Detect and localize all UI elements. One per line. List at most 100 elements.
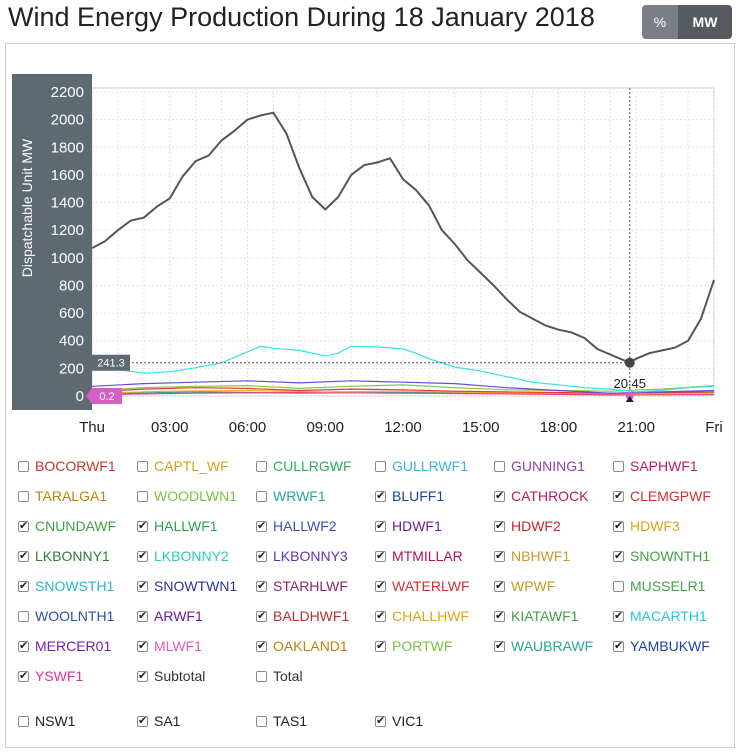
checkbox[interactable] xyxy=(256,579,267,593)
unit-checkbox[interactable]: KIATAWF1 xyxy=(494,606,578,626)
unit-checkbox[interactable]: SAPHWF1 xyxy=(613,456,698,476)
mw-button[interactable]: MW xyxy=(678,5,732,39)
unit-checkbox[interactable]: CHALLHWF xyxy=(375,606,469,626)
region-checkbox[interactable]: TAS1 xyxy=(256,711,307,731)
checkbox[interactable] xyxy=(613,639,624,653)
percent-button[interactable]: % xyxy=(642,5,678,39)
unit-checkbox[interactable]: WOODLWN1 xyxy=(137,486,237,506)
checkbox[interactable] xyxy=(613,489,624,503)
checkbox[interactable] xyxy=(256,460,267,472)
checkbox[interactable] xyxy=(375,579,386,593)
checkbox[interactable] xyxy=(18,460,29,472)
unit-checkbox[interactable]: MUSSELR1 xyxy=(613,576,705,596)
checkbox[interactable] xyxy=(256,639,267,653)
checkbox[interactable] xyxy=(256,519,267,533)
unit-checkbox[interactable]: OAKLAND1 xyxy=(256,636,348,656)
unit-checkbox[interactable]: BOCORWF1 xyxy=(18,456,116,476)
checkbox[interactable] xyxy=(375,639,386,653)
region-checkbox[interactable]: VIC1 xyxy=(375,711,423,731)
unit-checkbox[interactable]: Subtotal xyxy=(137,666,205,686)
unit-checkbox[interactable]: SNOWNTH1 xyxy=(613,546,710,566)
unit-checkbox[interactable]: CLEMGPWF xyxy=(613,486,711,506)
unit-checkbox[interactable]: WOOLNTH1 xyxy=(18,606,114,626)
unit-checkbox[interactable]: CAPTL_WF xyxy=(137,456,229,476)
checkbox[interactable] xyxy=(137,490,148,502)
checkbox[interactable] xyxy=(137,549,148,563)
checkbox[interactable] xyxy=(494,579,505,593)
unit-checkbox[interactable]: HDWF2 xyxy=(494,516,561,536)
unit-checkbox[interactable]: HDWF1 xyxy=(375,516,442,536)
checkbox[interactable] xyxy=(18,579,29,593)
checkbox[interactable] xyxy=(18,490,29,502)
unit-checkbox[interactable]: LKBONNY1 xyxy=(18,546,110,566)
unit-checkbox[interactable]: CNUNDAWF xyxy=(18,516,116,536)
checkbox[interactable] xyxy=(613,549,624,563)
unit-checkbox[interactable]: MTMILLAR xyxy=(375,546,463,566)
checkbox[interactable] xyxy=(256,490,267,502)
unit-checkbox[interactable]: HDWF3 xyxy=(613,516,680,536)
checkbox[interactable] xyxy=(256,609,267,623)
checkbox[interactable] xyxy=(18,639,29,653)
checkbox[interactable] xyxy=(137,714,148,728)
unit-checkbox[interactable]: BALDHWF1 xyxy=(256,606,349,626)
unit-checkbox[interactable]: GULLRWF1 xyxy=(375,456,468,476)
checkbox[interactable] xyxy=(18,519,29,533)
checkbox[interactable] xyxy=(18,669,29,683)
checkbox[interactable] xyxy=(494,639,505,653)
checkbox[interactable] xyxy=(375,549,386,563)
unit-checkbox[interactable]: WATERLWF xyxy=(375,576,470,596)
checkbox[interactable] xyxy=(18,610,29,622)
unit-checkbox[interactable]: YSWF1 xyxy=(18,666,83,686)
region-checkbox[interactable]: NSW1 xyxy=(18,711,75,731)
unit-checkbox[interactable]: PORTWF xyxy=(375,636,452,656)
checkbox[interactable] xyxy=(613,519,624,533)
unit-checkbox[interactable]: LKBONNY2 xyxy=(137,546,229,566)
checkbox[interactable] xyxy=(137,609,148,623)
checkbox[interactable] xyxy=(494,489,505,503)
checkbox[interactable] xyxy=(613,580,624,592)
unit-checkbox[interactable]: WRWF1 xyxy=(256,486,326,506)
region-checkbox[interactable]: SA1 xyxy=(137,711,180,731)
unit-checkbox[interactable]: LKBONNY3 xyxy=(256,546,348,566)
checkbox[interactable] xyxy=(256,549,267,563)
unit-checkbox[interactable]: CULLRGWF xyxy=(256,456,352,476)
checkbox[interactable] xyxy=(375,609,386,623)
unit-checkbox[interactable]: YAMBUKWF xyxy=(613,636,710,656)
unit-checkbox[interactable]: MLWF1 xyxy=(137,636,202,656)
checkbox[interactable] xyxy=(375,460,386,472)
checkbox[interactable] xyxy=(494,609,505,623)
unit-checkbox[interactable]: MERCER01 xyxy=(18,636,111,656)
checkbox[interactable] xyxy=(256,715,267,727)
unit-checkbox[interactable]: WAUBRAWF xyxy=(494,636,593,656)
checkbox[interactable] xyxy=(375,519,386,533)
checkbox[interactable] xyxy=(137,669,148,683)
unit-checkbox[interactable]: STARHLWF xyxy=(256,576,348,596)
checkbox[interactable] xyxy=(18,715,29,727)
unit-checkbox[interactable]: TARALGA1 xyxy=(18,486,107,506)
checkbox[interactable] xyxy=(494,460,505,472)
checkbox[interactable] xyxy=(375,489,386,503)
unit-checkbox[interactable]: MACARTH1 xyxy=(613,606,707,626)
unit-checkbox[interactable]: BLUFF1 xyxy=(375,486,444,506)
checkbox[interactable] xyxy=(256,670,267,682)
checkbox[interactable] xyxy=(613,460,624,472)
checkbox[interactable] xyxy=(137,639,148,653)
checkbox[interactable] xyxy=(613,609,624,623)
unit-checkbox[interactable]: SNOWTWN1 xyxy=(137,576,237,596)
checkbox[interactable] xyxy=(137,579,148,593)
unit-checkbox[interactable]: Total xyxy=(256,666,303,686)
checkbox[interactable] xyxy=(137,460,148,472)
unit-checkbox[interactable]: CATHROCK xyxy=(494,486,589,506)
checkbox[interactable] xyxy=(137,519,148,533)
unit-checkbox[interactable]: SNOWSTH1 xyxy=(18,576,114,596)
checkbox[interactable] xyxy=(18,549,29,563)
unit-checkbox[interactable]: ARWF1 xyxy=(137,606,203,626)
checkbox[interactable] xyxy=(375,714,386,728)
unit-checkbox[interactable]: NBHWF1 xyxy=(494,546,570,566)
unit-checkbox[interactable]: GUNNING1 xyxy=(494,456,585,476)
checkbox[interactable] xyxy=(494,519,505,533)
unit-checkbox[interactable]: HALLWF1 xyxy=(137,516,218,536)
checkbox[interactable] xyxy=(494,549,505,563)
unit-checkbox[interactable]: WPWF xyxy=(494,576,555,596)
unit-checkbox[interactable]: HALLWF2 xyxy=(256,516,337,536)
